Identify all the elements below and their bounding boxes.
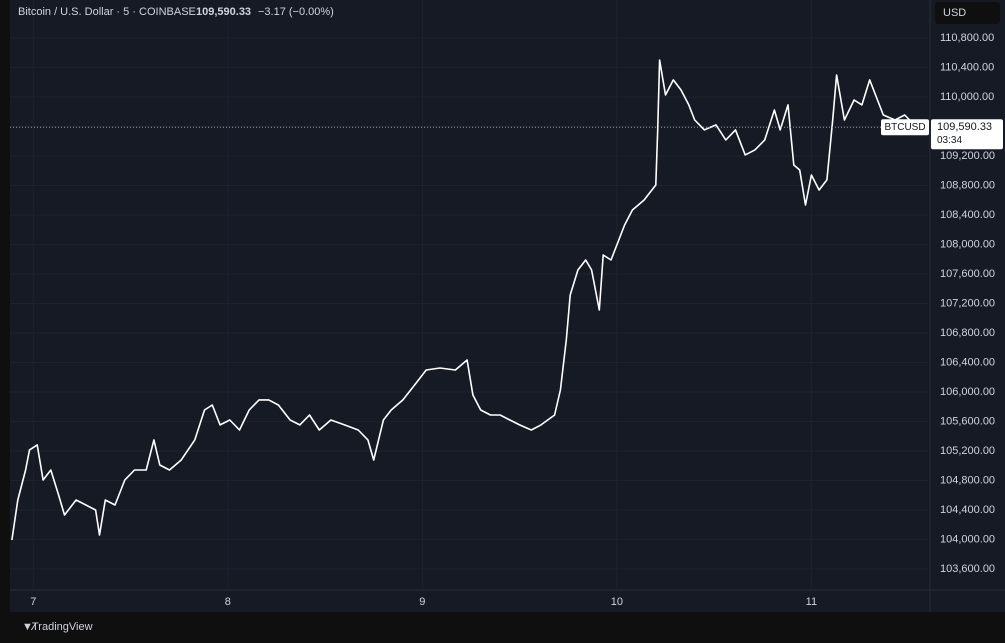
y-tick-label: 107,600.00 <box>940 268 995 280</box>
x-tick-label: 7 <box>30 596 36 608</box>
x-tick-label: 9 <box>419 596 425 608</box>
series-tag <box>881 119 929 136</box>
header-price: 109,590.33 <box>196 6 251 18</box>
y-tick-label: 106,400.00 <box>940 356 995 368</box>
y-tick-label: 106,000.00 <box>940 386 995 398</box>
y-tick-label: 108,800.00 <box>940 179 995 191</box>
y-tick-label: 110,800.00 <box>940 32 994 44</box>
y-tick-label: 106,800.00 <box>940 327 995 339</box>
x-tick-label: 8 <box>225 596 231 608</box>
x-tick-label: 11 <box>806 596 817 608</box>
plot-area <box>10 0 930 590</box>
x-tick-label: 10 <box>611 596 623 608</box>
price-line <box>11 59 925 541</box>
y-tick-label: 108,400.00 <box>940 209 995 221</box>
y-tick-label: 104,400.00 <box>940 504 995 516</box>
logo: ▼⁄ <box>22 621 37 633</box>
y-tick-label: 108,000.00 <box>940 238 995 250</box>
y-tick-label: 105,600.00 <box>940 415 995 427</box>
time-axis <box>10 590 930 612</box>
brand: TradingView <box>32 621 93 633</box>
y-tick-label: 105,200.00 <box>940 445 995 457</box>
y-tick-label: 110,000.00 <box>940 91 994 103</box>
y-tick-label: 103,600.00 <box>940 563 995 575</box>
currency-box[interactable] <box>935 2 1000 24</box>
y-tick-label: 109,200.00 <box>940 150 995 162</box>
symbol: Bitcoin / U.S. Dollar · 5 · COINBASE <box>18 6 196 18</box>
price-axis <box>930 0 1005 612</box>
y-tick-label: 104,000.00 <box>940 533 995 545</box>
price-tag <box>931 119 1003 150</box>
series-name: BTCUSD <box>884 122 925 133</box>
y-tick-label: 107,200.00 <box>940 297 995 309</box>
countdown: 03:34 <box>937 135 962 146</box>
y-tick-label: 110,400.00 <box>940 61 994 73</box>
currency[interactable]: USD <box>943 7 966 19</box>
header-change: −3.17 (−0.00%) <box>258 6 334 18</box>
y-tick-label: 104,800.00 <box>940 474 995 486</box>
price-tag-label: 109,590.33 <box>937 121 992 133</box>
